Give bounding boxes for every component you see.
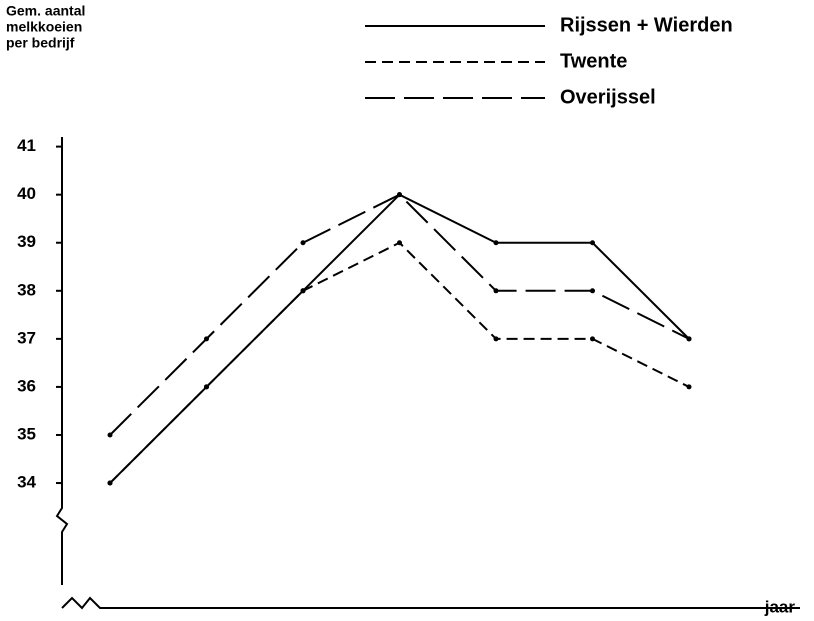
series-line xyxy=(109,193,690,436)
data-point xyxy=(686,384,692,390)
y-tick-label: 36 xyxy=(17,376,36,395)
x-axis xyxy=(61,596,800,610)
y-axis-title: per bedrijf xyxy=(6,35,75,51)
data-point xyxy=(300,240,306,246)
data-point xyxy=(590,240,595,246)
data-point xyxy=(204,336,209,342)
y-tick-label: 35 xyxy=(17,424,36,443)
data-point xyxy=(686,336,692,342)
legend-label: Rijssen + Wierden xyxy=(560,14,733,36)
data-point xyxy=(397,192,402,198)
x-axis-title: jaar xyxy=(764,597,796,616)
y-tick-label: 37 xyxy=(17,328,36,347)
y-axis-title: Gem. aantal xyxy=(6,3,85,19)
data-point xyxy=(107,480,113,486)
y-tick-label: 41 xyxy=(17,136,36,155)
data-point xyxy=(493,240,499,246)
series-line xyxy=(109,193,690,484)
y-axis-title: melkkoeien xyxy=(6,19,82,35)
axes xyxy=(55,137,800,610)
data-point xyxy=(493,336,499,342)
y-tick-label: 40 xyxy=(17,184,36,203)
y-tick-label: 34 xyxy=(17,473,36,492)
data-point xyxy=(397,240,402,246)
y-tick-label: 38 xyxy=(17,280,36,299)
series-line xyxy=(109,241,690,484)
y-axis xyxy=(55,137,69,585)
data-point xyxy=(590,336,595,342)
data-point xyxy=(204,384,209,390)
legend-label: Twente xyxy=(560,50,627,72)
y-tick-label: 39 xyxy=(17,232,36,251)
data-point xyxy=(300,288,306,294)
data-point xyxy=(590,288,595,294)
data-point xyxy=(493,288,499,294)
legend-label: Overijssel xyxy=(560,86,656,108)
data-point xyxy=(107,432,113,438)
